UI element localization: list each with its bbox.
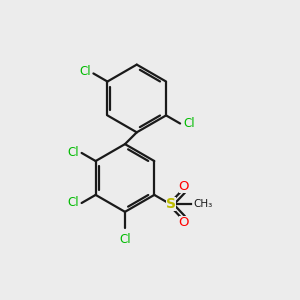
Text: O: O: [178, 216, 189, 229]
Text: O: O: [178, 180, 189, 193]
Text: Cl: Cl: [67, 146, 79, 159]
Text: Cl: Cl: [80, 65, 91, 79]
Text: Cl: Cl: [67, 196, 79, 209]
Text: CH₃: CH₃: [194, 200, 213, 209]
Text: Cl: Cl: [119, 233, 131, 246]
Text: Cl: Cl: [184, 117, 195, 130]
Text: S: S: [166, 197, 176, 212]
